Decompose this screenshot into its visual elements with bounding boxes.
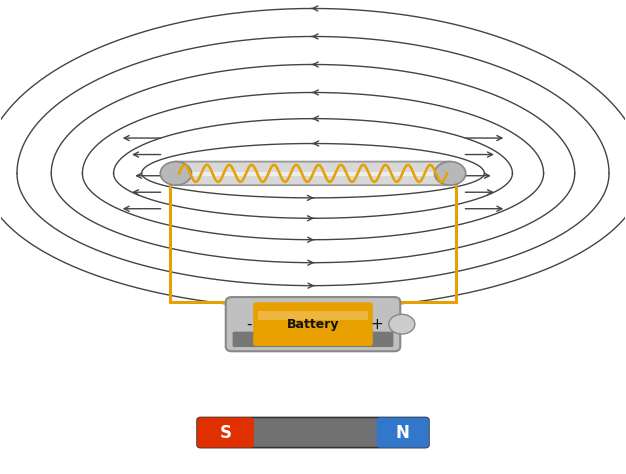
FancyBboxPatch shape bbox=[233, 332, 393, 347]
Text: N: N bbox=[396, 424, 409, 442]
Bar bbox=[257, 310, 369, 320]
Circle shape bbox=[434, 162, 466, 185]
FancyBboxPatch shape bbox=[226, 297, 400, 351]
FancyBboxPatch shape bbox=[197, 418, 254, 447]
Circle shape bbox=[389, 314, 415, 334]
Bar bbox=[176, 172, 450, 176]
Text: S: S bbox=[220, 424, 232, 442]
FancyBboxPatch shape bbox=[174, 162, 452, 185]
Circle shape bbox=[160, 162, 192, 185]
Text: -: - bbox=[246, 317, 252, 332]
Text: +: + bbox=[371, 317, 384, 332]
Text: Battery: Battery bbox=[287, 318, 339, 331]
FancyBboxPatch shape bbox=[197, 418, 429, 447]
FancyBboxPatch shape bbox=[253, 302, 373, 346]
FancyBboxPatch shape bbox=[377, 418, 429, 447]
